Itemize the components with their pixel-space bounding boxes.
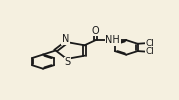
Text: Cl: Cl (146, 47, 154, 56)
Text: O: O (92, 26, 100, 36)
Text: S: S (64, 57, 71, 67)
Text: N: N (62, 34, 69, 44)
Text: NH: NH (105, 35, 120, 45)
Text: Cl: Cl (146, 39, 154, 48)
